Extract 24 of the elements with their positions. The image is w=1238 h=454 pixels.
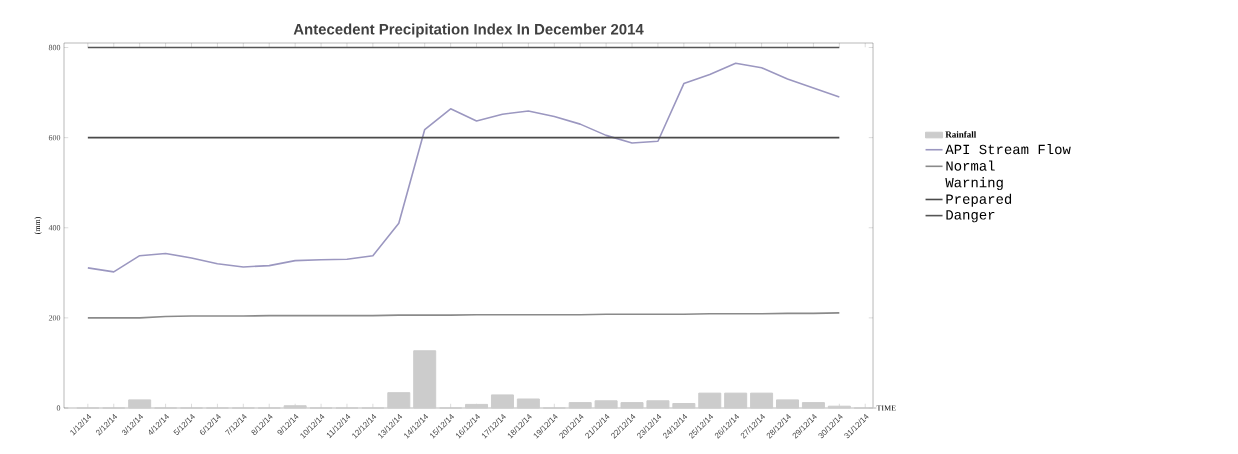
bar [698,392,722,409]
bar [387,392,411,409]
bar [724,392,748,409]
bar [516,398,540,409]
legend-label: API Stream Flow [945,143,1071,155]
legend-label: Rainfall [945,131,977,138]
bar [750,392,774,409]
bar [646,400,670,409]
bar [568,402,592,409]
chart-title: Antecedent Precipitation Index In December 2014 [293,23,644,38]
bar [801,402,825,409]
bar [465,403,489,409]
legend-label: Danger [946,210,995,223]
bar [672,402,696,409]
bar [490,394,514,409]
bar [128,399,152,409]
legend-label: Normal [946,160,995,171]
bar [776,399,799,409]
bar [594,400,618,409]
bar [283,405,307,409]
bar [413,350,437,409]
bar [620,402,644,409]
text: Warning [945,177,1003,191]
legend-label: Prepared [946,193,1012,207]
